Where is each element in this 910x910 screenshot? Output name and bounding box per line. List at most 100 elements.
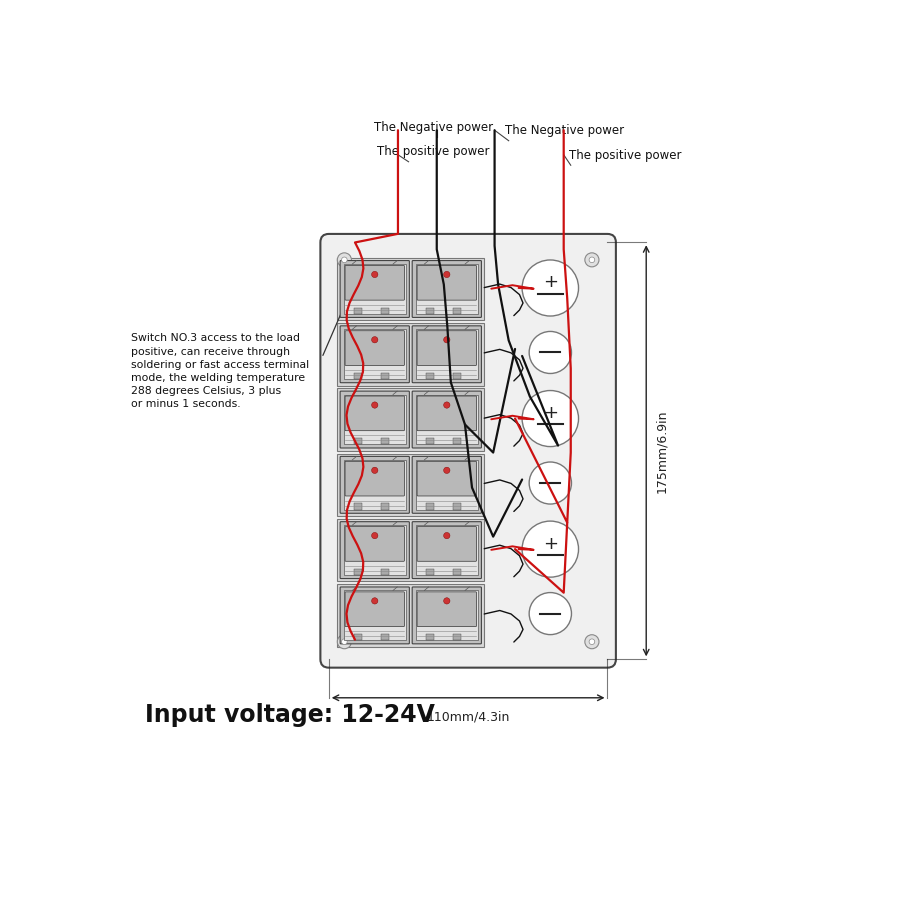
Circle shape xyxy=(338,635,351,649)
Bar xyxy=(354,503,362,510)
FancyBboxPatch shape xyxy=(417,266,477,300)
Circle shape xyxy=(589,257,595,263)
Bar xyxy=(380,373,389,379)
Text: +: + xyxy=(543,273,558,291)
Circle shape xyxy=(341,257,348,263)
Text: 175mm/6.9in: 175mm/6.9in xyxy=(654,409,668,492)
Bar xyxy=(426,373,434,379)
Bar xyxy=(354,373,362,379)
Bar xyxy=(344,264,406,314)
FancyBboxPatch shape xyxy=(340,521,410,579)
Bar xyxy=(354,308,362,314)
Circle shape xyxy=(529,462,571,504)
FancyBboxPatch shape xyxy=(340,587,410,644)
Bar xyxy=(416,329,478,379)
FancyBboxPatch shape xyxy=(338,584,484,647)
Circle shape xyxy=(444,402,450,409)
Bar xyxy=(354,634,362,641)
Bar xyxy=(344,395,406,444)
FancyBboxPatch shape xyxy=(345,592,404,627)
Bar xyxy=(416,395,478,444)
Circle shape xyxy=(585,635,599,649)
FancyBboxPatch shape xyxy=(345,527,404,561)
FancyBboxPatch shape xyxy=(345,266,404,300)
Bar xyxy=(380,308,389,314)
Text: The Negative power: The Negative power xyxy=(374,121,493,134)
FancyBboxPatch shape xyxy=(338,453,484,516)
Bar xyxy=(380,634,389,641)
FancyBboxPatch shape xyxy=(412,457,481,513)
Text: Input voltage: 12-24V: Input voltage: 12-24V xyxy=(146,703,435,727)
Text: +: + xyxy=(543,534,558,552)
Bar xyxy=(453,634,461,641)
FancyBboxPatch shape xyxy=(417,396,477,430)
Text: Switch NO.3 access to the load
positive, can receive through
soldering or fast a: Switch NO.3 access to the load positive,… xyxy=(131,333,309,410)
Text: 110mm/4.3in: 110mm/4.3in xyxy=(427,711,510,723)
Circle shape xyxy=(589,639,595,644)
Bar xyxy=(426,308,434,314)
Bar xyxy=(453,439,461,444)
Bar xyxy=(453,503,461,510)
FancyBboxPatch shape xyxy=(320,234,616,668)
FancyBboxPatch shape xyxy=(417,330,477,366)
Circle shape xyxy=(529,592,571,634)
FancyBboxPatch shape xyxy=(345,461,404,496)
FancyBboxPatch shape xyxy=(417,592,477,627)
Bar xyxy=(426,569,434,575)
Text: +: + xyxy=(543,404,558,422)
Circle shape xyxy=(371,402,378,409)
Text: The positive power: The positive power xyxy=(377,146,490,158)
Circle shape xyxy=(371,271,378,278)
Bar xyxy=(416,525,478,575)
FancyBboxPatch shape xyxy=(338,258,484,320)
Bar xyxy=(453,373,461,379)
Bar xyxy=(416,591,478,641)
Bar xyxy=(426,634,434,641)
Circle shape xyxy=(444,337,450,343)
Bar xyxy=(380,569,389,575)
FancyBboxPatch shape xyxy=(412,521,481,579)
Bar xyxy=(380,503,389,510)
Circle shape xyxy=(444,467,450,473)
FancyBboxPatch shape xyxy=(345,396,404,430)
FancyBboxPatch shape xyxy=(340,326,410,383)
FancyBboxPatch shape xyxy=(417,461,477,496)
Text: The positive power: The positive power xyxy=(570,148,682,162)
Circle shape xyxy=(371,337,378,343)
Bar xyxy=(416,264,478,314)
FancyBboxPatch shape xyxy=(412,260,481,318)
Bar xyxy=(453,308,461,314)
Circle shape xyxy=(371,532,378,539)
Circle shape xyxy=(444,598,450,604)
FancyBboxPatch shape xyxy=(340,391,410,448)
Circle shape xyxy=(522,260,579,316)
Bar xyxy=(380,439,389,444)
Circle shape xyxy=(529,331,571,373)
Bar xyxy=(344,329,406,379)
FancyBboxPatch shape xyxy=(338,389,484,450)
FancyBboxPatch shape xyxy=(340,457,410,513)
Bar xyxy=(416,460,478,510)
Bar xyxy=(344,591,406,641)
FancyBboxPatch shape xyxy=(417,527,477,561)
FancyBboxPatch shape xyxy=(340,260,410,318)
FancyBboxPatch shape xyxy=(338,519,484,581)
Circle shape xyxy=(371,467,378,473)
FancyBboxPatch shape xyxy=(412,326,481,383)
FancyBboxPatch shape xyxy=(412,587,481,644)
Circle shape xyxy=(522,390,579,447)
Bar xyxy=(426,439,434,444)
Circle shape xyxy=(522,521,579,577)
Bar xyxy=(426,503,434,510)
Bar xyxy=(354,439,362,444)
Bar xyxy=(453,569,461,575)
Circle shape xyxy=(585,253,599,267)
Circle shape xyxy=(444,532,450,539)
FancyBboxPatch shape xyxy=(338,323,484,386)
FancyBboxPatch shape xyxy=(345,330,404,366)
Bar xyxy=(344,525,406,575)
Bar xyxy=(354,569,362,575)
FancyBboxPatch shape xyxy=(412,391,481,448)
Bar xyxy=(344,460,406,510)
Circle shape xyxy=(371,598,378,604)
